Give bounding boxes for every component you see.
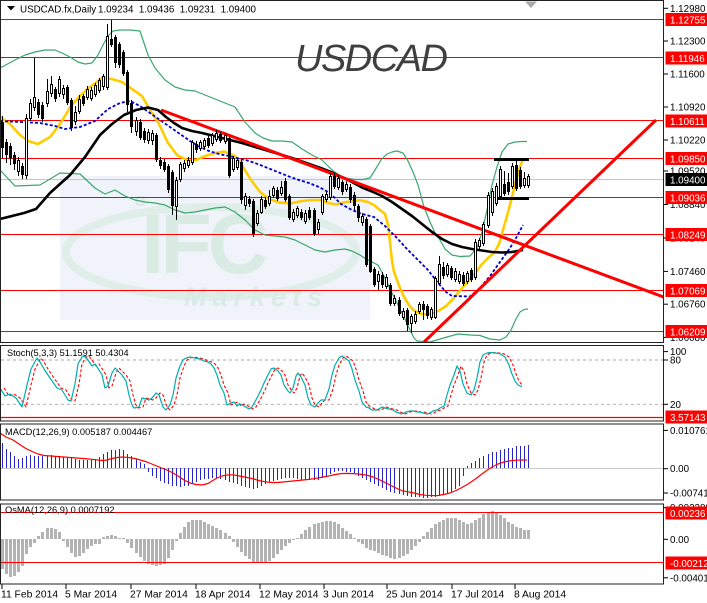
svg-text:80: 80 bbox=[670, 356, 681, 367]
svg-text:1.06080: 1.06080 bbox=[670, 333, 706, 344]
svg-text:1.12300: 1.12300 bbox=[670, 37, 706, 48]
svg-text:25 Jun 2014: 25 Jun 2014 bbox=[386, 590, 443, 601]
svg-text:1.12980: 1.12980 bbox=[670, 4, 706, 15]
svg-text:3.57143: 3.57143 bbox=[670, 413, 706, 424]
svg-text:USDCAD: USDCAD bbox=[295, 38, 448, 80]
svg-text:OsMA(12,26,9) 0.0007192: OsMA(12,26,9) 0.0007192 bbox=[5, 505, 115, 515]
svg-text:5 Mar 2014: 5 Mar 2014 bbox=[65, 590, 117, 601]
svg-text:27 Mar 2014: 27 Mar 2014 bbox=[130, 590, 188, 601]
svg-text:1.11946: 1.11946 bbox=[670, 54, 705, 65]
svg-text:0.00: 0.00 bbox=[670, 464, 690, 475]
svg-text:1.06209: 1.06209 bbox=[670, 327, 705, 338]
svg-text:1.07069: 1.07069 bbox=[670, 286, 705, 297]
svg-text:-0.004017: -0.004017 bbox=[670, 573, 707, 584]
svg-text:0.010761: 0.010761 bbox=[670, 426, 707, 437]
svg-text:1.09036: 1.09036 bbox=[670, 193, 706, 204]
svg-text:0.00236: 0.00236 bbox=[670, 509, 706, 520]
svg-text:100: 100 bbox=[670, 347, 687, 358]
svg-text:1.09520: 1.09520 bbox=[670, 167, 706, 178]
svg-text:11 Feb 2014: 11 Feb 2014 bbox=[1, 590, 58, 601]
svg-text:1.07460: 1.07460 bbox=[670, 267, 706, 278]
svg-text:3 Jun 2014: 3 Jun 2014 bbox=[323, 590, 374, 601]
svg-text:1.09234 1.09436 1.09231 1.0: 1.09234 1.09436 1.09231 1.09400 bbox=[98, 5, 257, 16]
svg-text:8 Aug 2014: 8 Aug 2014 bbox=[514, 590, 566, 601]
svg-text:1.09850: 1.09850 bbox=[670, 154, 706, 165]
svg-text:12 May 2014: 12 May 2014 bbox=[259, 590, 319, 601]
svg-text:0.00: 0.00 bbox=[670, 535, 690, 546]
svg-text:17 Jul 2014: 17 Jul 2014 bbox=[451, 590, 505, 601]
svg-text:MACD(12,26,9) 0.005187 0.00446: MACD(12,26,9) 0.005187 0.004467 bbox=[5, 427, 152, 437]
svg-text:Stoch(5,3,3) 51.1591 50.4304: Stoch(5,3,3) 51.1591 50.4304 bbox=[7, 348, 129, 358]
svg-text:IFC: IFC bbox=[141, 197, 267, 291]
svg-text:-0.007412: -0.007412 bbox=[670, 489, 707, 500]
svg-text:1.10220: 1.10220 bbox=[670, 136, 706, 147]
svg-text:1.10611: 1.10611 bbox=[670, 117, 705, 128]
svg-text:20: 20 bbox=[670, 400, 681, 411]
svg-text:1.08840: 1.08840 bbox=[670, 200, 706, 211]
svg-text:1.06760: 1.06760 bbox=[670, 300, 706, 311]
svg-text:-0.00212: -0.00212 bbox=[670, 559, 707, 570]
svg-text:18 Apr 2014: 18 Apr 2014 bbox=[195, 590, 251, 601]
svg-text:USDCAD.fx,Daily: USDCAD.fx,Daily bbox=[20, 5, 96, 16]
svg-text:1.12755: 1.12755 bbox=[670, 15, 706, 26]
svg-text:1.09400: 1.09400 bbox=[670, 175, 706, 186]
svg-text:1.11600: 1.11600 bbox=[670, 70, 705, 81]
svg-text:Markets: Markets bbox=[184, 282, 328, 312]
svg-text:1.10920: 1.10920 bbox=[670, 103, 706, 114]
svg-text:1.08249: 1.08249 bbox=[670, 230, 705, 241]
